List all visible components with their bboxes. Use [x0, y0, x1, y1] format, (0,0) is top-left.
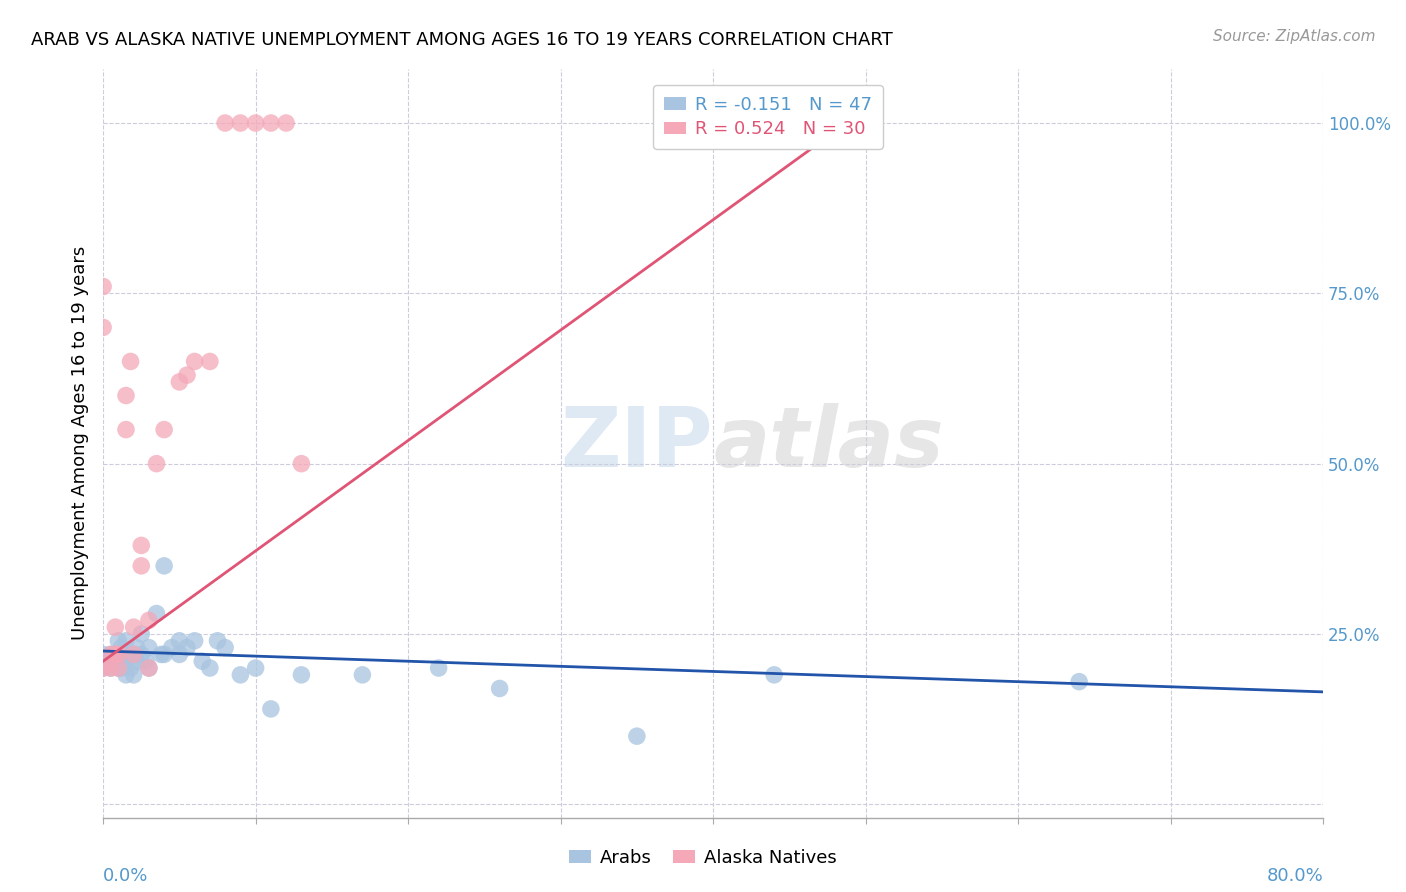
Point [122, 648, 145, 662]
Point [122, 668, 145, 682]
Point [110, 640, 132, 655]
Point [91, 661, 114, 675]
Point [183, 633, 205, 648]
Point [100, 648, 122, 662]
Point [229, 668, 252, 682]
Point [122, 648, 145, 662]
Point [120, 354, 142, 368]
Text: ARAB VS ALASKA NATIVE UNEMPLOYMENT AMONG AGES 16 TO 19 YEARS CORRELATION CHART: ARAB VS ALASKA NATIVE UNEMPLOYMENT AMONG… [31, 31, 893, 49]
Point [145, 457, 167, 471]
Legend: Arabs, Alaska Natives: Arabs, Alaska Natives [562, 842, 844, 874]
Point [352, 668, 374, 682]
Point [129, 627, 152, 641]
Point [129, 538, 152, 552]
Point [245, 116, 267, 130]
Point [104, 648, 127, 662]
Point [115, 423, 138, 437]
Point [125, 640, 148, 655]
Point [100, 661, 122, 675]
Point [169, 375, 191, 389]
Point [91, 661, 114, 675]
Point [100, 661, 122, 675]
Point [138, 613, 160, 627]
Point [120, 648, 142, 662]
Point [91, 279, 114, 293]
Point [183, 354, 205, 368]
Point [229, 116, 252, 130]
Point [191, 654, 214, 668]
Point [214, 640, 236, 655]
Point [207, 633, 229, 648]
Text: atlas: atlas [713, 402, 943, 483]
Point [135, 654, 157, 668]
Point [169, 648, 191, 662]
Point [138, 661, 160, 675]
Point [1069, 674, 1091, 689]
Point [176, 368, 198, 383]
Point [488, 681, 510, 696]
Point [214, 116, 236, 130]
Point [260, 116, 283, 130]
Point [110, 661, 132, 675]
Point [290, 668, 312, 682]
Point [104, 620, 127, 634]
Point [115, 668, 138, 682]
Legend: R = -0.151   N = 47, R = 0.524   N = 30: R = -0.151 N = 47, R = 0.524 N = 30 [654, 85, 883, 149]
Point [115, 654, 138, 668]
Point [245, 661, 267, 675]
Point [91, 648, 114, 662]
Point [107, 661, 129, 675]
Point [427, 661, 450, 675]
Point [276, 116, 298, 130]
Point [153, 558, 176, 573]
Point [129, 648, 152, 662]
Point [129, 558, 152, 573]
Point [626, 729, 648, 743]
Text: 0.0%: 0.0% [103, 867, 149, 885]
Point [198, 354, 221, 368]
Text: 80.0%: 80.0% [1267, 867, 1323, 885]
Point [153, 423, 176, 437]
Point [107, 633, 129, 648]
Point [107, 648, 129, 662]
Point [115, 633, 138, 648]
Point [91, 320, 114, 334]
Point [260, 702, 283, 716]
Text: ZIP: ZIP [561, 402, 713, 483]
Point [125, 654, 148, 668]
Point [115, 388, 138, 402]
Point [198, 661, 221, 675]
Y-axis label: Unemployment Among Ages 16 to 19 years: Unemployment Among Ages 16 to 19 years [72, 246, 89, 640]
Point [100, 648, 122, 662]
Point [107, 648, 129, 662]
Point [122, 620, 145, 634]
Point [153, 648, 176, 662]
Point [290, 457, 312, 471]
Point [160, 640, 183, 655]
Text: Source: ZipAtlas.com: Source: ZipAtlas.com [1212, 29, 1375, 44]
Point [145, 607, 167, 621]
Point [763, 668, 786, 682]
Point [104, 654, 127, 668]
Point [138, 661, 160, 675]
Point [120, 661, 142, 675]
Point [150, 648, 173, 662]
Point [138, 640, 160, 655]
Point [176, 640, 198, 655]
Point [107, 661, 129, 675]
Point [169, 633, 191, 648]
